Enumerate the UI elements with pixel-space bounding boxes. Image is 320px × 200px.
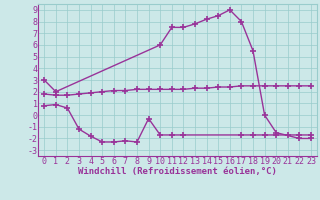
X-axis label: Windchill (Refroidissement éolien,°C): Windchill (Refroidissement éolien,°C) [78,167,277,176]
